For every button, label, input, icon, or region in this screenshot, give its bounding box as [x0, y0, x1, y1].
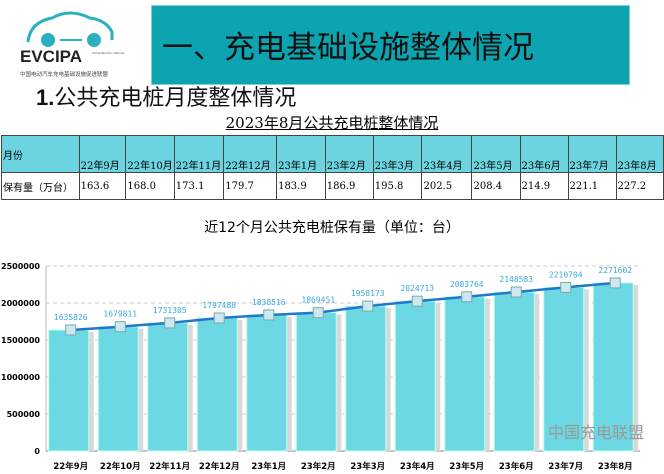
- svg-text:中国电动汽车充电基础设施促进联盟: 中国电动汽车充电基础设施促进联盟: [20, 70, 109, 78]
- value-cell: 168.0: [125, 172, 175, 200]
- svg-text:EVCIPA: EVCIPA: [20, 47, 82, 66]
- heading-number: 1.: [36, 85, 55, 110]
- month-cell: 23年5月: [471, 135, 521, 173]
- value-cell: 163.6: [78, 172, 127, 200]
- y-tick-label: 1500000: [1, 336, 40, 345]
- data-label: 1958173: [351, 289, 385, 298]
- banner-title: 一、充电基础设施整体情况: [162, 30, 534, 66]
- data-label: 1679811: [103, 310, 137, 319]
- heading-text: 公共充电桩月度整体情况: [54, 86, 297, 111]
- x-tick-label: 23年7月: [548, 461, 583, 472]
- chart-title: 近12个月公共充电桩保有量（单位：台）: [204, 220, 460, 236]
- line-marker: [609, 277, 621, 289]
- data-label: 1635826: [54, 313, 88, 322]
- x-tick-label: 23年3月: [350, 461, 385, 472]
- data-label: 1869451: [301, 296, 335, 305]
- value-cell: 208.4: [471, 172, 521, 200]
- month-cell: 23年8月: [615, 135, 664, 173]
- bar: [97, 326, 139, 452]
- value-cell: 221.1: [567, 172, 617, 200]
- x-tick-label: 23年1月: [251, 461, 286, 472]
- bar: [345, 305, 387, 452]
- bar: [48, 329, 90, 452]
- line-marker: [263, 309, 275, 321]
- x-tick-label: 22年9月: [53, 461, 88, 472]
- line-marker: [65, 324, 77, 336]
- x-tick-label: 22年12月: [199, 461, 240, 472]
- month-cell: 22年9月: [78, 135, 127, 173]
- section-heading: 1.公共充电桩月度整体情况: [36, 86, 296, 111]
- bar: [196, 317, 238, 452]
- month-cell: 23年6月: [519, 135, 569, 173]
- month-cell: 22年12月: [223, 135, 278, 173]
- bar: [147, 322, 189, 452]
- value-cell: 183.9: [276, 172, 326, 200]
- value-cell: 173.1: [173, 172, 225, 200]
- table-row-values: 保有量（万台） 163.6 168.0 173.1 179.7 183.9 186.9 195…: [1, 172, 664, 200]
- bar: [295, 312, 337, 452]
- line-marker: [362, 300, 374, 312]
- data-label: 2083764: [450, 280, 484, 289]
- line-marker: [312, 307, 324, 319]
- x-tick-label: 22年11月: [149, 461, 190, 472]
- x-tick-label: 22年10月: [100, 461, 141, 472]
- month-cell: 22年11月: [173, 135, 225, 173]
- data-label: 2024713: [400, 284, 434, 293]
- data-label: 2148583: [499, 275, 533, 284]
- bar: [394, 300, 436, 452]
- value-cell: 202.5: [421, 172, 473, 200]
- value-cell: 186.9: [324, 172, 374, 200]
- data-label: 2210704: [549, 270, 583, 279]
- bar: [493, 291, 535, 452]
- month-cell: 23年4月: [421, 135, 473, 173]
- y-tick-label: 0: [34, 447, 40, 456]
- month-cell: 22年10月: [125, 135, 175, 173]
- x-tick-label: 23年2月: [301, 461, 336, 472]
- line-marker: [560, 281, 572, 293]
- trend-line: [70, 281, 616, 332]
- line-marker: [164, 317, 176, 329]
- value-cell: 195.8: [372, 172, 423, 200]
- month-cell: 23年7月: [567, 135, 617, 173]
- line-marker: [411, 295, 423, 307]
- chart: 0 500000 1000000 1500000 2000000 2500000 22年9月…: [1, 262, 640, 472]
- month-cell: 23年3月: [372, 135, 423, 173]
- month-cell: 23年1月: [276, 135, 326, 173]
- y-tick-label: 2500000: [1, 262, 40, 271]
- line-marker: [510, 286, 522, 298]
- x-tick-label: 23年8月: [598, 461, 633, 472]
- value-cell: 214.9: [519, 172, 569, 200]
- svg-text:China Electric Vehicle: China Electric Vehicle: [92, 51, 124, 55]
- table-title: 2023年8月公共充电桩整体情况: [225, 114, 439, 132]
- data-label: 1797488: [202, 301, 236, 310]
- data-label: 1731305: [153, 306, 187, 315]
- bar: [246, 314, 288, 452]
- x-tick-label: 23年4月: [400, 461, 435, 472]
- evcipa-logo: EVCIPA China Electric Vehicle 中国电动汽车充电基础…: [20, 11, 124, 78]
- table-row-months: 月份 22年9月 22年10月 22年11月 22年12月 23年1月 23年2月 23年3月…: [1, 135, 664, 173]
- line-marker: [114, 321, 126, 333]
- data-label: 2271602: [598, 266, 632, 275]
- value-cell: 179.7: [223, 172, 278, 200]
- x-tick-label: 23年5月: [449, 461, 484, 472]
- row-header: 保有量（万台）: [1, 172, 80, 200]
- summary-table: 月份 22年9月 22年10月 22年11月 22年12月 23年1月 23年2月 23年3月…: [1, 135, 664, 200]
- line-marker: [213, 312, 225, 324]
- y-tick-label: 2000000: [1, 299, 40, 308]
- value-cell: 227.2: [615, 172, 664, 200]
- month-cell: 23年2月: [324, 135, 374, 173]
- data-label: 1838516: [252, 298, 286, 307]
- section-banner: 一、充电基础设施整体情况: [151, 5, 630, 85]
- bar: [592, 282, 634, 452]
- y-tick-label: 1000000: [1, 373, 40, 382]
- line-marker: [461, 291, 473, 303]
- row-header: 月份: [1, 135, 80, 173]
- x-tick-label: 23年6月: [499, 461, 534, 472]
- y-tick-label: 500000: [7, 410, 41, 419]
- watermark: 中国充电联盟: [548, 423, 645, 442]
- bar: [444, 296, 486, 452]
